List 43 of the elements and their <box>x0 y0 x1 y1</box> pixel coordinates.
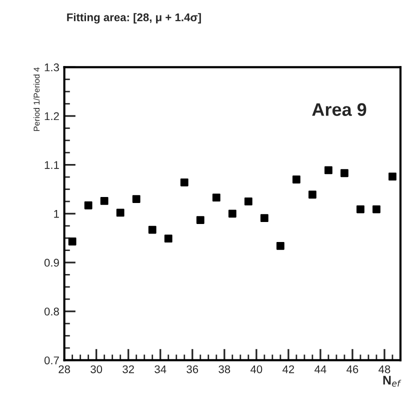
point <box>228 210 236 218</box>
point <box>212 194 220 202</box>
point <box>276 242 284 250</box>
x-tick-label: 28 <box>58 365 70 374</box>
point <box>84 201 92 210</box>
point <box>260 214 268 222</box>
x-tick-label: 38 <box>218 365 230 374</box>
x-tick-label: 34 <box>154 365 166 374</box>
y-tick-label: 1.1 <box>44 161 59 169</box>
x-tick-label: 42 <box>282 365 294 374</box>
point <box>68 238 76 246</box>
point <box>292 176 300 184</box>
chart-title: Fitting area: [28, μ + 1.4σ] <box>67 13 201 24</box>
y-tick-label: 1 <box>54 210 59 218</box>
x-axis-title: N$_{ef}$ <box>383 376 402 387</box>
y-axis-title: Period 1/Period 4 <box>33 67 40 131</box>
point <box>148 226 156 234</box>
point <box>100 197 108 205</box>
x-tick-label: 30 <box>90 365 102 374</box>
y-tick-label: 0.8 <box>44 308 59 316</box>
annotation: Area 9 <box>312 103 366 116</box>
x-tick-label: 48 <box>378 365 390 374</box>
point <box>372 205 380 214</box>
y-tick-label: 1.3 <box>44 63 59 72</box>
point <box>340 169 348 178</box>
x-tick-label: 32 <box>122 365 134 374</box>
point <box>244 198 252 206</box>
y-tick-label: 0.9 <box>44 258 59 267</box>
point <box>356 205 364 214</box>
point <box>308 190 316 199</box>
y-tick-label: 1.2 <box>44 112 59 120</box>
point <box>164 234 172 243</box>
point <box>132 195 140 203</box>
y-tick-label: 0.7 <box>44 356 59 364</box>
point <box>196 216 204 224</box>
point <box>388 172 396 181</box>
point <box>116 208 124 217</box>
x-tick-label: 36 <box>186 365 198 374</box>
point <box>324 166 332 174</box>
x-tick-label: 44 <box>314 365 326 374</box>
point <box>180 178 188 186</box>
x-tick-label: 46 <box>346 365 358 374</box>
x-tick-label: 40 <box>250 365 262 374</box>
